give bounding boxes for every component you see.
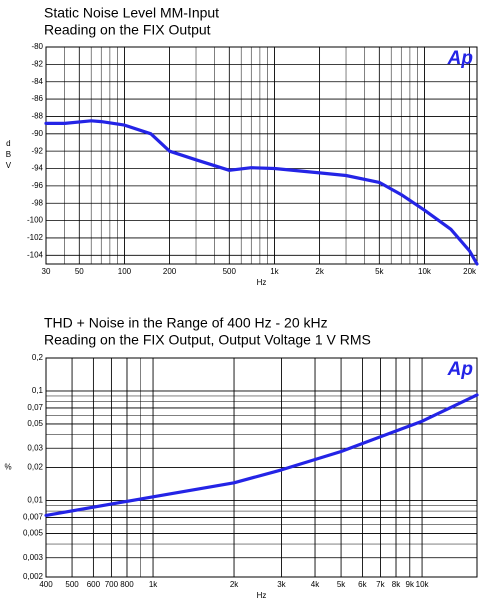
chart-title: THD + Noise in the Range of 400 Hz - 20 … (44, 315, 328, 331)
x-tick-label: 700 (105, 580, 119, 589)
x-tick-label: 600 (87, 580, 101, 589)
x-tick-label: 10k (418, 267, 432, 276)
y-tick-label: 0,1 (32, 386, 44, 395)
y-tick-label: -80 (31, 42, 43, 51)
x-tick-label: 10k (416, 580, 430, 589)
chart-title: Static Noise Level MM-Input (44, 5, 219, 21)
y-tick-label: 0,02 (27, 463, 43, 472)
logo: Ap (447, 48, 473, 69)
y-tick-label: 0,05 (27, 419, 43, 428)
x-axis-label: Hz (257, 278, 267, 287)
x-tick-label: 30 (42, 267, 51, 276)
y-tick-label: -96 (31, 181, 43, 190)
y-axis-label: dBV (4, 139, 13, 172)
y-tick-label: -94 (31, 164, 43, 173)
y-tick-label: -104 (27, 250, 44, 259)
x-tick-label: 6k (358, 580, 367, 589)
y-tick-label: -92 (31, 146, 43, 155)
chart-subtitle: Reading on the FIX Output (44, 22, 211, 38)
y-tick-label: -98 (31, 198, 43, 207)
x-tick-label: 400 (39, 580, 53, 589)
x-tick-label: 500 (223, 267, 237, 276)
x-tick-label: 3k (277, 580, 286, 589)
x-tick-label: 800 (120, 580, 134, 589)
y-tick-label: -86 (31, 94, 43, 103)
x-tick-label: 100 (118, 267, 132, 276)
line-series (44, 393, 479, 517)
x-axis-label: Hz (257, 591, 267, 600)
x-tick-label: 8k (392, 580, 401, 589)
x-tick-label: 20k (463, 267, 477, 276)
x-tick-label: 5k (375, 267, 384, 276)
y-tick-label: 0,007 (23, 513, 44, 522)
logo: Ap (447, 359, 473, 380)
x-tick-label: 50 (75, 267, 84, 276)
y-tick-label: -100 (27, 216, 44, 225)
x-tick-label: 2k (230, 580, 239, 589)
y-axis-label: % (4, 463, 11, 472)
x-tick-label: 1k (270, 267, 279, 276)
y-tick-label: 0,01 (27, 496, 43, 505)
x-tick-label: 500 (65, 580, 79, 589)
x-tick-label: 7k (376, 580, 385, 589)
x-tick-label: 9k (406, 580, 415, 589)
x-tick-label: 200 (163, 267, 177, 276)
x-tick-label: 2k (315, 267, 324, 276)
line-series (44, 119, 479, 266)
y-tick-label: 0,003 (23, 553, 44, 562)
plot-frame (45, 357, 478, 578)
y-tick-label: -102 (27, 233, 44, 242)
y-tick-label: 0,07 (27, 403, 43, 412)
x-tick-label: 4k (311, 580, 320, 589)
y-tick-label: 0,03 (27, 443, 43, 452)
plot-frame (45, 46, 478, 265)
y-tick-label: 0,005 (23, 529, 44, 538)
y-tick-label: 0,002 (23, 572, 44, 581)
x-tick-label: 1k (149, 580, 158, 589)
x-tick-label: 5k (337, 580, 346, 589)
y-tick-label: -88 (31, 112, 43, 121)
y-tick-label: -90 (31, 129, 43, 138)
y-tick-label: -82 (31, 59, 43, 68)
chart-subtitle: Reading on the FIX Output, Output Voltag… (44, 332, 371, 348)
y-tick-label: -84 (31, 77, 43, 86)
y-tick-label: 0,2 (32, 353, 44, 362)
